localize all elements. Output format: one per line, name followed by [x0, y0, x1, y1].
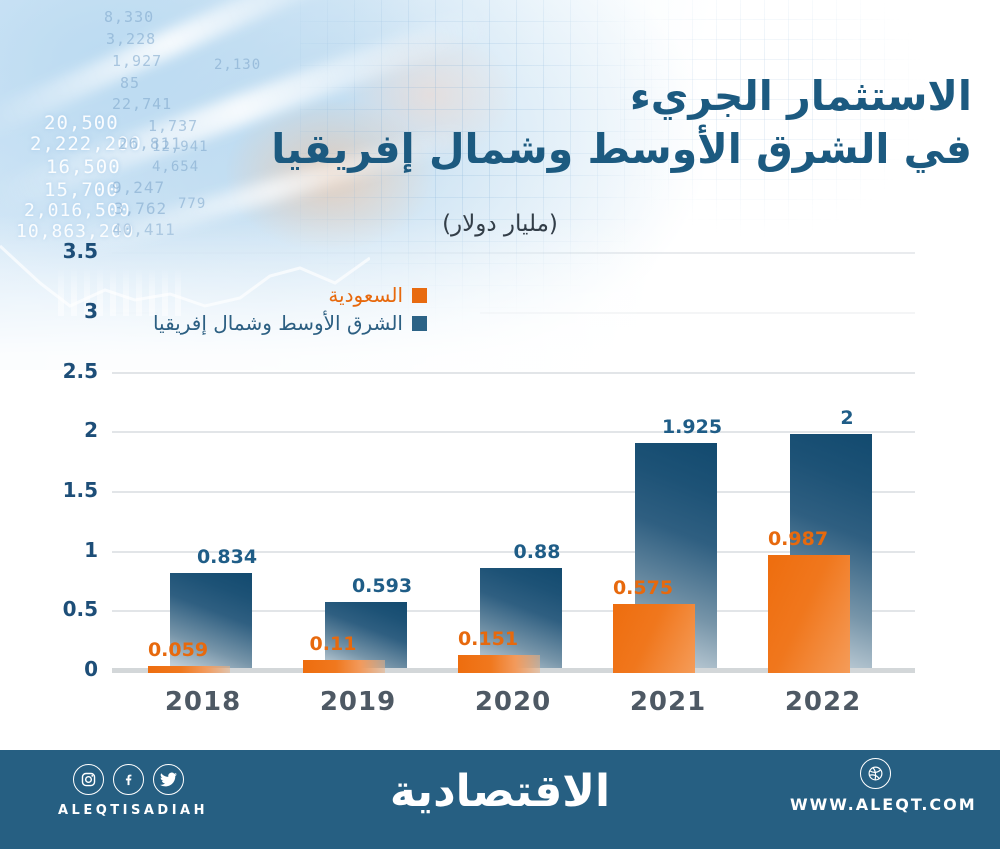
- legend-label: السعودية: [328, 283, 403, 307]
- value-label-saudi: 0.151: [457, 628, 519, 650]
- legend-swatch-mena: [412, 315, 427, 331]
- ticker-number: 4,654: [152, 159, 200, 175]
- page-title: الاستثمار الجريء في الشرق الأوسط وشمال إ…: [271, 70, 972, 176]
- ticker-number: 26,811: [118, 134, 182, 153]
- ticker-number: 3,762: [114, 199, 168, 218]
- legend-item-mena: الشرق الأوسط وشمال إفريقيا: [153, 311, 427, 335]
- value-label-mena: 1.925: [661, 416, 723, 438]
- ticker-number: 22,741: [112, 95, 173, 113]
- footer-social-block: ALEQTISADIAH: [58, 764, 208, 818]
- legend-item-saudi: السعودية: [328, 283, 427, 307]
- title-line-2: في الشرق الأوسط وشمال إفريقيا: [271, 125, 972, 173]
- title-line-1: الاستثمار الجريء: [629, 72, 972, 120]
- bar-saudi-2022: [768, 555, 850, 673]
- y-axis-tick-label: 3: [84, 299, 98, 323]
- ticker-number: 16,500: [46, 156, 121, 178]
- value-label-mena: 0.834: [196, 546, 258, 568]
- y-axis-tick-label: 2: [84, 418, 98, 442]
- y-gridline: [112, 551, 915, 553]
- y-axis-tick-label: 1: [84, 538, 98, 562]
- value-label-mena: 0.88: [513, 541, 561, 563]
- ticker-number: 2,016,500: [24, 200, 131, 221]
- ticker-number: 12,941: [152, 139, 209, 155]
- chart-legend: السعودية الشرق الأوسط وشمال إفريقيا: [153, 283, 427, 335]
- website-url[interactable]: WWW.ALEQT.COM: [790, 795, 977, 814]
- x-axis-label-2020: 2020: [474, 687, 552, 717]
- ticker-number: 9,247: [112, 178, 166, 197]
- x-axis-label-2019: 2019: [319, 687, 397, 717]
- facebook-icon[interactable]: [112, 764, 144, 795]
- legend-swatch-saudi: [412, 287, 427, 303]
- ticker-number: 2,130: [214, 57, 262, 73]
- chart-unit-label: (مليار دولار): [442, 211, 558, 237]
- value-label-saudi: 0.059: [147, 639, 209, 661]
- x-axis-label-2018: 2018: [164, 687, 242, 717]
- legend-label: الشرق الأوسط وشمال إفريقيا: [152, 311, 403, 335]
- bar-saudi-2021: [613, 604, 695, 673]
- y-axis-tick-label: 0.5: [62, 597, 98, 621]
- x-axis-label-2021: 2021: [629, 687, 707, 717]
- x-axis-label-2022: 2022: [784, 687, 862, 717]
- twitter-icon[interactable]: [152, 764, 184, 795]
- y-gridline: [112, 252, 915, 254]
- y-axis-tick-label: 1.5: [62, 478, 98, 502]
- footer-website-block: WWW.ALEQT.COM: [790, 758, 977, 814]
- value-label-mena: 0.593: [351, 575, 413, 597]
- ticker-number: 40,411: [112, 220, 176, 239]
- value-label-saudi: 0.575: [612, 577, 674, 599]
- ticker-number: 779: [178, 196, 207, 212]
- stock-market-collage-background: 8,330 3,228 1,927 85 22,741 1,737 2,130 20,500 2…: [0, 0, 1000, 370]
- y-gridline: [112, 431, 915, 433]
- y-axis-tick-label: 2.5: [62, 359, 98, 383]
- bar-saudi-2019: [303, 660, 385, 673]
- ticker-number: 8,330: [104, 8, 155, 26]
- ticker-number: 1,737: [148, 117, 199, 135]
- y-axis-tick-label: 0: [84, 657, 98, 681]
- ticker-number: 2,222,200: [30, 133, 142, 155]
- instagram-icon[interactable]: [72, 764, 104, 795]
- bar-mena-2018: [170, 573, 252, 673]
- y-gridline: [112, 372, 915, 374]
- globe-ball-icon[interactable]: [859, 758, 891, 789]
- value-label-saudi: 0.11: [309, 633, 357, 655]
- ticker-number: 3,228: [106, 30, 157, 48]
- ticker-number: 85: [120, 74, 141, 92]
- bar-saudi-2020: [458, 655, 540, 673]
- footer: ALEQTISADIAH الاقتصادية WWW.ALEQT.COM: [0, 750, 1000, 849]
- ticker-number: 1,927: [112, 52, 163, 70]
- ticker-number: 15,700: [44, 179, 119, 201]
- y-gridline: [112, 491, 915, 493]
- y-gridline-stub: [112, 312, 158, 314]
- y-axis-tick-label: 3.5: [62, 239, 98, 263]
- value-label-mena: 2: [840, 407, 854, 429]
- aleqtisadiah-logo: الاقتصادية: [389, 766, 611, 817]
- brand-name-latin: ALEQTISADIAH: [58, 803, 208, 818]
- y-gridline: [480, 312, 915, 314]
- bar-saudi-2018: [148, 666, 230, 673]
- ticker-number: 20,500: [44, 112, 119, 134]
- value-label-saudi: 0.987: [767, 528, 829, 550]
